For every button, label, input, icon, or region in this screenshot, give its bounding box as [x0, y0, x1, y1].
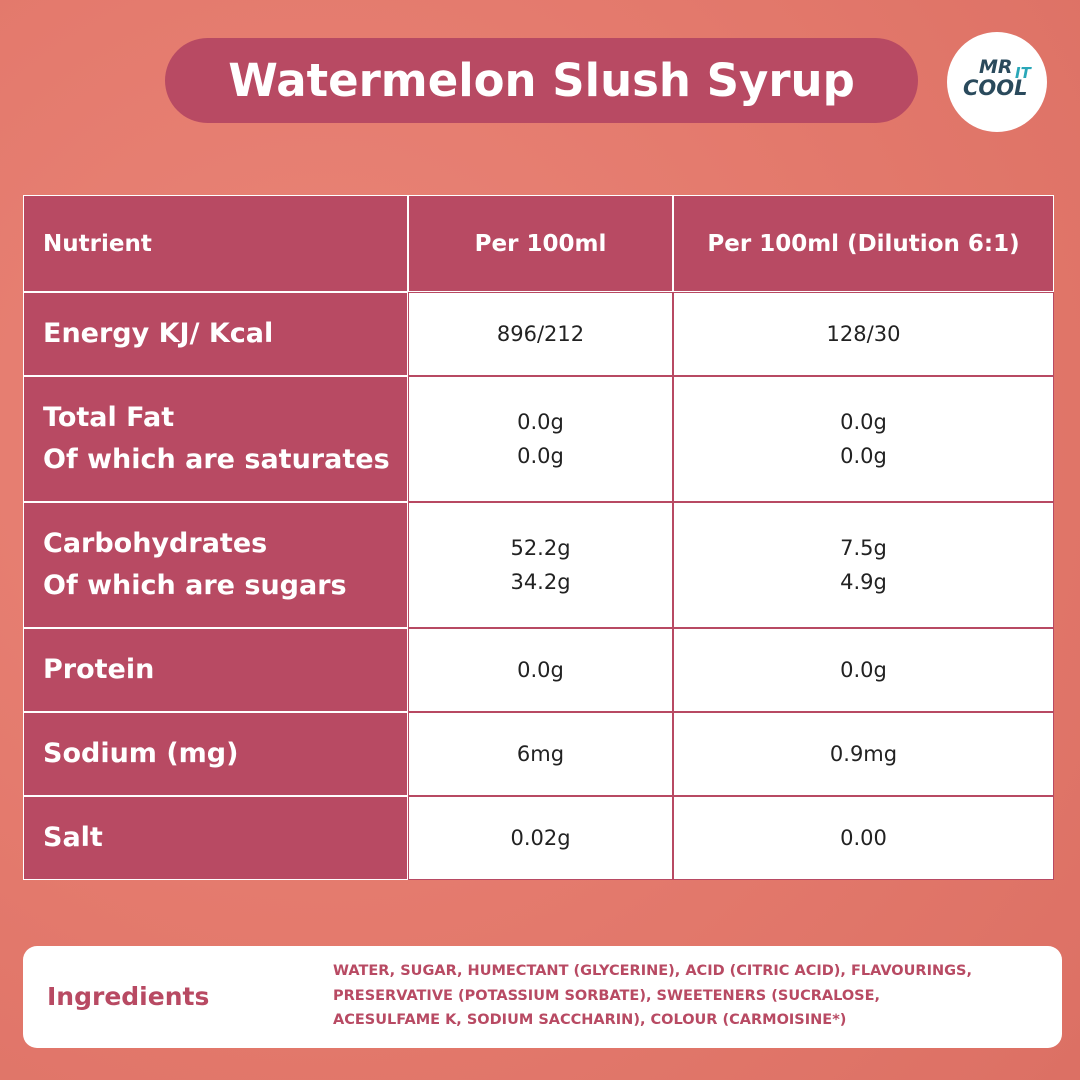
value-cell: 128/30: [673, 292, 1054, 376]
value-cell: 0.00: [673, 796, 1054, 880]
value-text: 0.02g: [510, 826, 571, 850]
value-text: 4.9g: [840, 570, 887, 594]
header-cell: Nutrient: [23, 195, 408, 292]
nutrient-text: Total Fat: [43, 402, 175, 433]
ingredients-label: Ingredients: [47, 982, 210, 1011]
value-cell: 896/212: [408, 292, 673, 376]
nutrient-text: Of which are saturates: [43, 444, 390, 475]
value-cell: 0.9mg: [673, 712, 1054, 796]
value-text: 896/212: [496, 322, 585, 346]
value-text: 52.2g: [510, 536, 571, 560]
header-text: Per 100ml: [474, 230, 607, 257]
title: Watermelon Slush Syrup: [165, 38, 918, 123]
value-text: 128/30: [826, 322, 901, 346]
value-text: 0.0g: [517, 410, 564, 434]
value-cell: 52.2g 34.2g: [408, 502, 673, 628]
value-text: 0.00: [840, 826, 887, 850]
nutrient-cell: Salt: [23, 796, 408, 880]
nutrient-text: Protein: [43, 654, 155, 685]
value-text: 6mg: [516, 742, 565, 766]
value-text: 0.0g: [517, 444, 564, 468]
value-cell: 7.5g 4.9g: [673, 502, 1054, 628]
nutrient-cell: Protein: [23, 628, 408, 712]
ingredients-text: WATER, SUGAR, HUMECTANT (GLYCERINE), ACI…: [333, 963, 972, 979]
value-cell: 0.0g 0.0g: [408, 376, 673, 502]
value-cell: 6mg: [408, 712, 673, 796]
logo-text: COOL: [963, 76, 1028, 100]
logo: MR COOL IT: [947, 32, 1047, 132]
value-text: 0.0g: [840, 444, 887, 468]
value-text: 34.2g: [510, 570, 571, 594]
logo-text: IT: [1015, 64, 1031, 82]
value-text: 0.0g: [840, 410, 887, 434]
ingredients-box: Ingredients WATER, SUGAR, HUMECTANT (GLY…: [23, 946, 1062, 1048]
nutrient-cell: Total Fat Of which are saturates: [23, 376, 408, 502]
value-text: 0.0g: [517, 658, 564, 682]
header-text: Nutrient: [43, 230, 152, 257]
header-text: Per 100ml (Dilution 6:1): [707, 230, 1020, 257]
value-text: 7.5g: [840, 536, 887, 560]
header-cell: Per 100ml: [408, 195, 673, 292]
value-text: 0.0g: [840, 658, 887, 682]
nutrient-cell: Energy KJ/ Kcal: [23, 292, 408, 376]
value-cell: 0.0g: [408, 628, 673, 712]
value-cell: 0.0g 0.0g: [673, 376, 1054, 502]
value-text: 0.9mg: [829, 742, 898, 766]
nutrient-text: Energy KJ/ Kcal: [43, 318, 274, 349]
nutrient-cell: Carbohydrates Of which are sugars: [23, 502, 408, 628]
nutrient-text: Salt: [43, 822, 103, 853]
ingredients-text: ACESULFAME K, SODIUM SACCHARIN), COLOUR …: [333, 1012, 847, 1028]
value-cell: 0.02g: [408, 796, 673, 880]
nutrient-text: Sodium (mg): [43, 738, 239, 769]
nutrient-cell: Sodium (mg): [23, 712, 408, 796]
ingredients-text: PRESERVATIVE (POTASSIUM SORBATE), SWEETE…: [333, 987, 881, 1004]
value-cell: 0.0g: [673, 628, 1054, 712]
nutrient-text: Of which are sugars: [43, 570, 347, 601]
logo-text: MR: [979, 56, 1013, 78]
header-cell: Per 100ml (Dilution 6:1): [673, 195, 1054, 292]
nutrient-text: Carbohydrates: [43, 528, 268, 559]
